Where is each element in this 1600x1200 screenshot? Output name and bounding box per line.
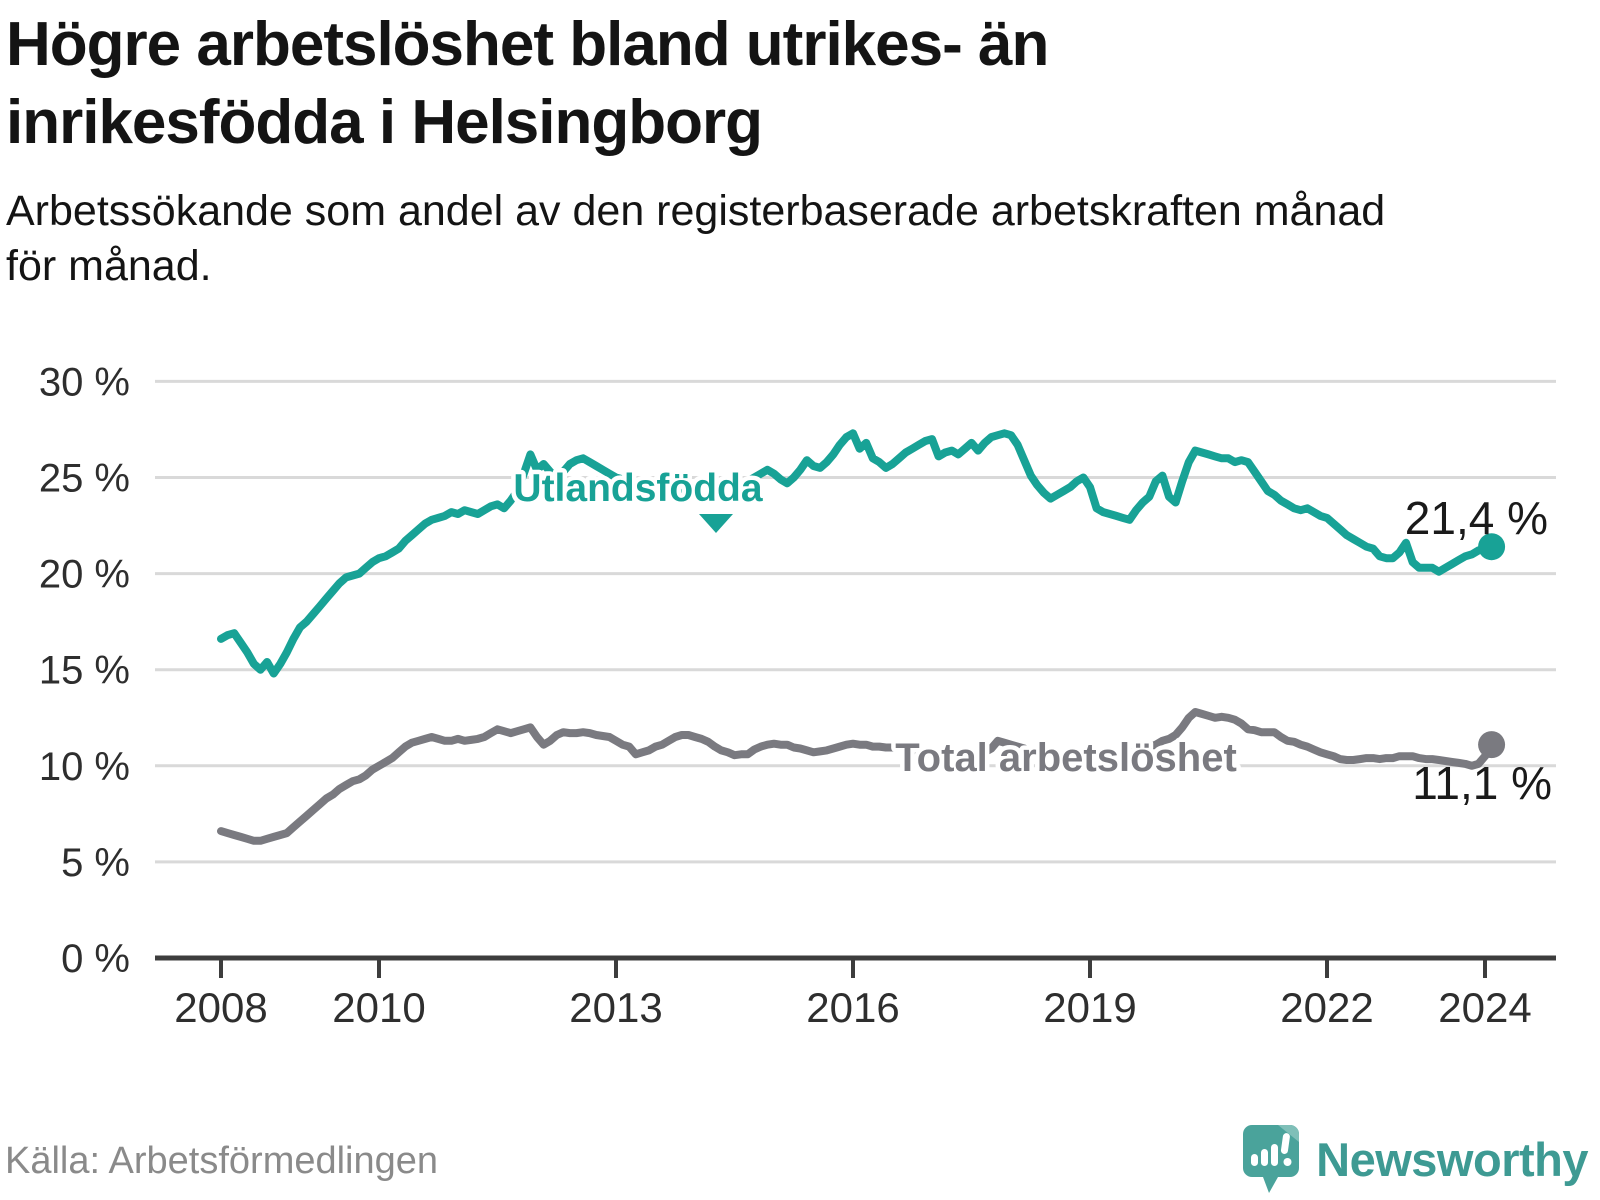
end-value-label-total-arbetsl-shet: 11,1 % [1412,757,1552,809]
y-tick-label-15: 15 % [39,649,130,693]
source-note: Källa: Arbetsförmedlingen [5,1140,439,1182]
x-tick-label-2008: 2008 [174,984,267,1031]
x-tick-label-2024: 2024 [1438,984,1531,1031]
logo-bar-1 [1251,1154,1259,1166]
series-label-pointer-utlandsf-dda [699,514,733,533]
series-label-utlandsf-dda: Utlandsfödda [513,467,762,510]
chart-subtitle: Arbetssökande som andel av den registerb… [6,184,1385,294]
newsworthy-logo-text: Newsworthy [1316,1132,1588,1186]
chart-title: Högre arbetslöshet bland utrikes- än inri… [6,6,1049,162]
series-line-total-arbetsl-shet [217,708,1496,845]
chart-title-line2: inrikesfödda i Helsingborg [6,88,763,157]
x-tick-label-2016: 2016 [806,984,899,1031]
x-tick-label-2019: 2019 [1043,984,1136,1031]
end-dot-utlandsf-dda [1478,533,1506,561]
x-tick-label-2022: 2022 [1280,984,1373,1031]
x-tick-label-2013: 2013 [569,984,662,1031]
logo-exclamation-mark [1281,1133,1291,1154]
y-tick-label-10: 10 % [39,745,130,789]
logo-bar-3 [1271,1144,1279,1166]
logo-exclamation-dot [1283,1158,1292,1166]
logo-bar-2 [1261,1149,1269,1166]
end-value-label-utlandsf-dda: 21,4 % [1405,492,1548,544]
y-tick-label-5: 5 % [61,841,130,885]
y-tick-label-25: 25 % [39,457,130,501]
chart-subtitle-line1: Arbetssökande som andel av den registerb… [6,187,1386,235]
chart-title-line1: Högre arbetslöshet bland utrikes- än [6,10,1049,79]
y-tick-label-0: 0 % [61,937,130,981]
chart-subtitle-line2: för månad. [6,242,212,290]
newsworthy-brand: Newsworthy [1242,1124,1588,1194]
newsworthy-logo-icon [1243,1125,1300,1193]
y-tick-label-20: 20 % [39,553,130,597]
x-tick-label-2010: 2010 [332,984,425,1031]
y-tick-label-30: 30 % [39,360,130,404]
series-label-total-arbetsl-shet: Total arbetslöshet [895,736,1237,780]
end-dot-total-arbetsl-shet [1478,731,1506,759]
series-line-utlandsf-dda [217,429,1496,678]
